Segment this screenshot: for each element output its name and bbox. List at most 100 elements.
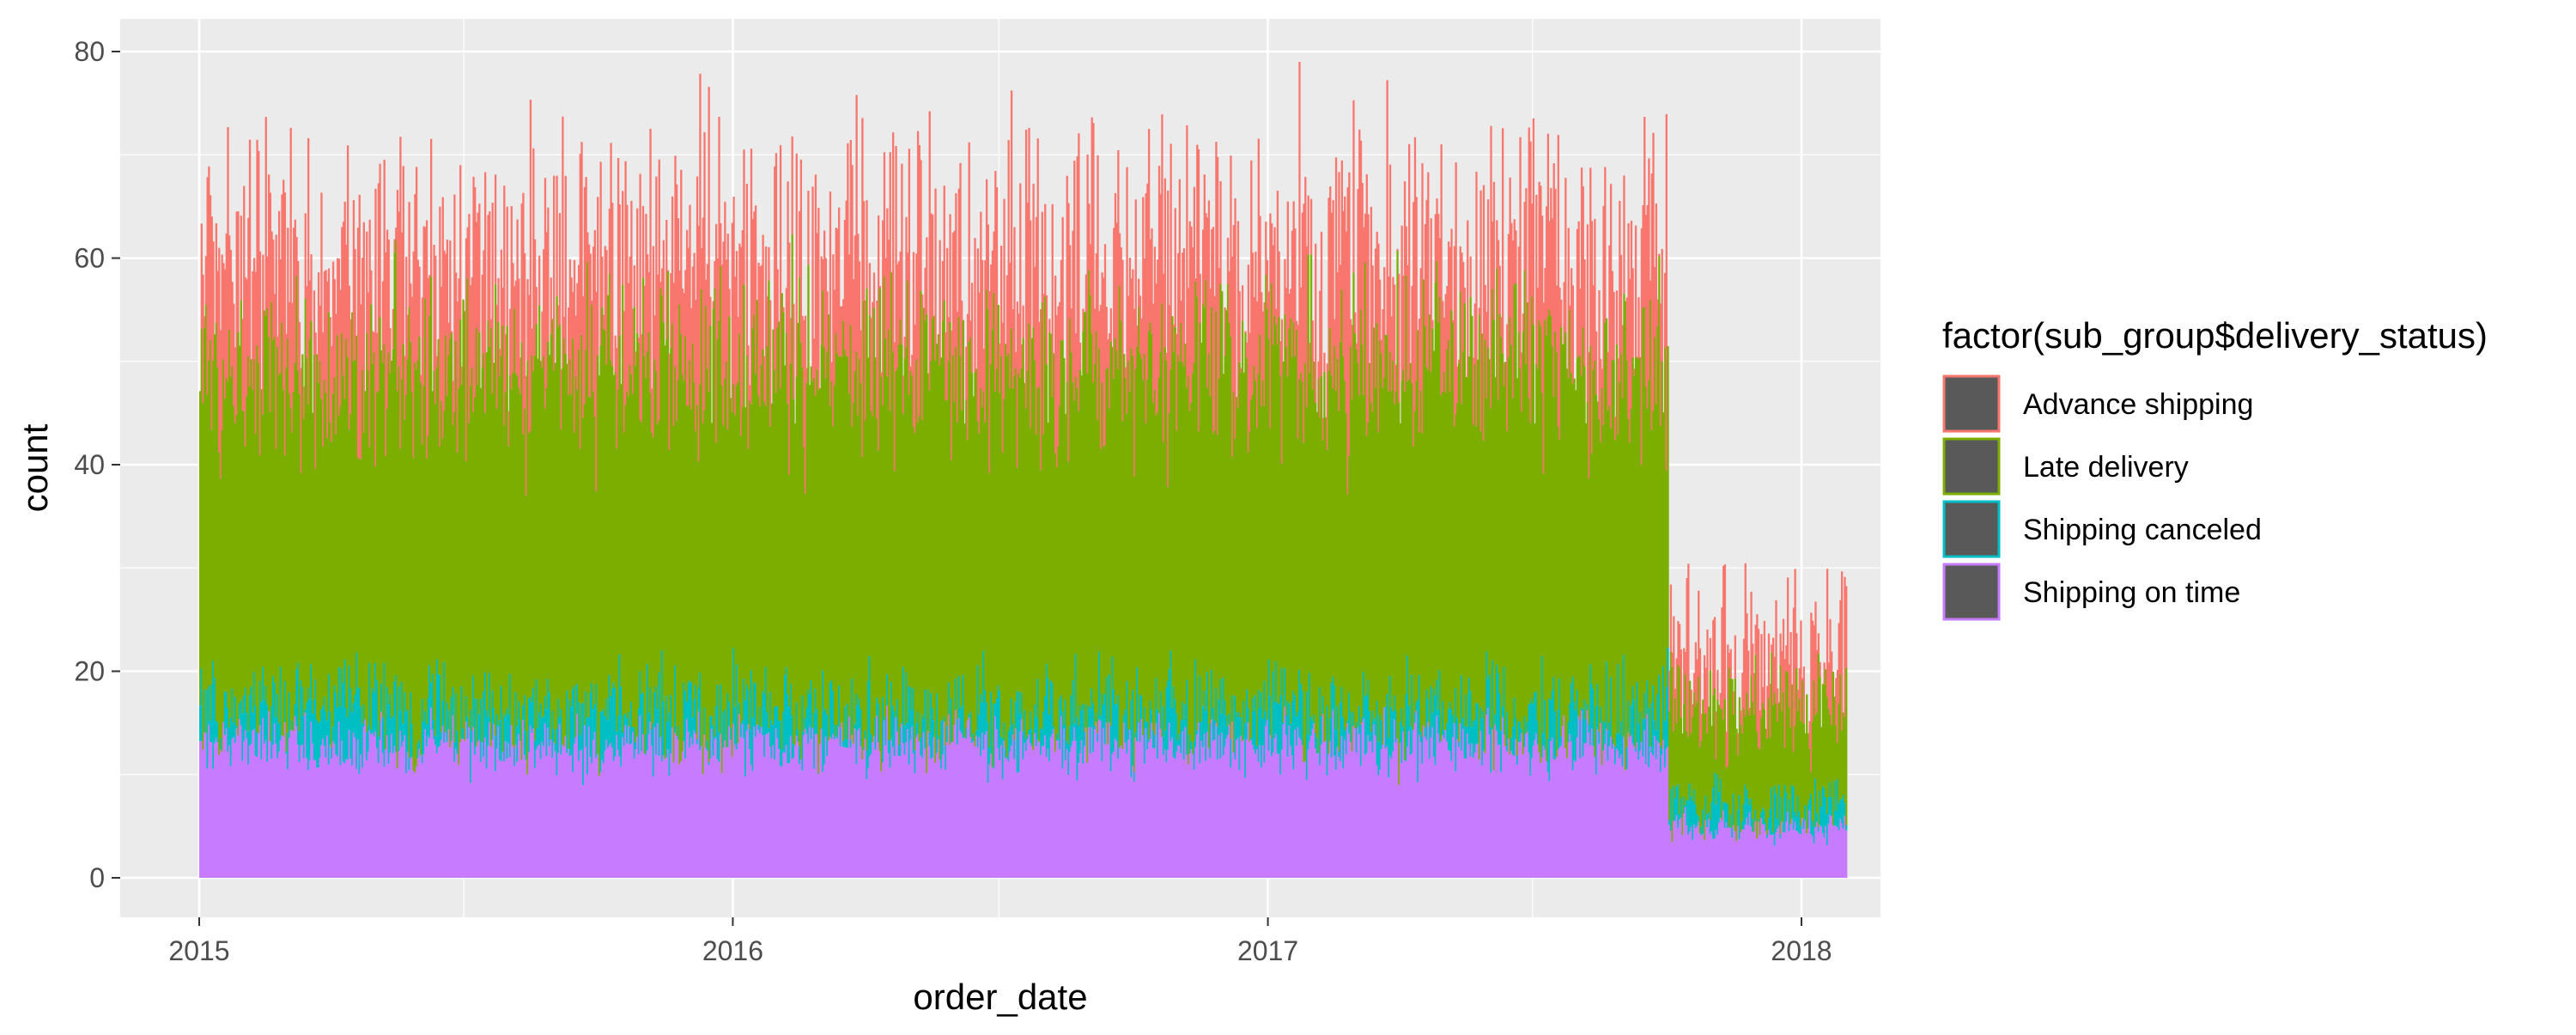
bar-segment <box>507 207 508 326</box>
bar-segment <box>1632 268 1634 357</box>
legend-label: Shipping canceled <box>2023 514 2262 546</box>
bar-segment <box>1079 343 1081 369</box>
bar-segment <box>1635 225 1637 356</box>
bar-segment <box>1564 178 1566 332</box>
legend-key <box>1944 439 1999 494</box>
bar-segment <box>642 206 644 278</box>
bar-segment <box>601 257 603 307</box>
bar-segment <box>1680 649 1682 717</box>
bar-segment <box>1308 196 1309 255</box>
bar-segment <box>1845 831 1847 878</box>
bar-segment <box>1354 313 1356 334</box>
y-tick-label: 40 <box>74 449 105 480</box>
bar-segment <box>663 240 665 323</box>
bar-segment <box>379 164 380 318</box>
bar-segment <box>969 143 970 342</box>
bar-segment <box>1398 274 1400 403</box>
bar-segment <box>370 271 372 305</box>
bar-segment <box>1519 137 1521 368</box>
bar-segment <box>1069 245 1071 319</box>
bar-segment <box>649 129 651 393</box>
y-tick-label: 80 <box>74 36 105 67</box>
bar-segment <box>884 152 885 277</box>
bar-segment <box>746 184 748 356</box>
bar-segment <box>636 209 638 334</box>
bar-segment <box>1616 290 1618 344</box>
bar-segment <box>1583 259 1585 366</box>
bar-segment <box>939 240 940 366</box>
x-tick-label: 2015 <box>168 935 229 966</box>
bar-segment <box>1747 651 1749 710</box>
bar-segment <box>920 160 921 290</box>
bar-segment <box>1310 199 1312 255</box>
bar-segment <box>1244 332 1246 333</box>
bar-segment <box>1470 257 1472 297</box>
bar-segment <box>1467 221 1468 378</box>
x-tick-label: 2017 <box>1237 935 1298 966</box>
bar-segment <box>1595 332 1597 395</box>
bar-segment <box>1042 212 1043 302</box>
bar-segment <box>1658 254 1660 257</box>
bar-segment <box>1515 230 1516 283</box>
x-tick-label: 2018 <box>1771 935 1832 966</box>
bar-segment <box>1613 292 1614 360</box>
legend: factor(sub_group$delivery_status) Advanc… <box>1942 315 2488 619</box>
bar-segment <box>1714 617 1716 688</box>
bar-segment <box>873 272 875 307</box>
bar-segment <box>1048 319 1050 332</box>
bar-segment <box>1493 182 1495 320</box>
bar-segment <box>553 176 555 371</box>
bar-segment <box>547 208 549 342</box>
bar-segment <box>1502 128 1504 353</box>
bar-segment <box>1670 585 1672 652</box>
bar-segment <box>1710 638 1711 671</box>
bar-segment <box>1321 232 1322 376</box>
bar-segment <box>1011 90 1012 328</box>
bar-segment <box>971 283 973 373</box>
bar-segment <box>800 160 802 343</box>
bar-segment <box>762 234 763 349</box>
bar-segment <box>782 307 784 313</box>
bar-segment <box>1604 167 1606 322</box>
bar-segment <box>305 213 307 298</box>
bar-segment <box>622 191 623 284</box>
bar-segment <box>478 204 480 332</box>
bar-segment <box>1408 144 1410 380</box>
bar-segment <box>908 149 910 394</box>
bar-segment <box>1044 204 1046 297</box>
bar-segment <box>1787 577 1789 672</box>
bar-segment <box>1560 300 1562 327</box>
bar-segment <box>1716 670 1718 700</box>
bar-segment <box>497 278 499 322</box>
bar-segment <box>1278 252 1279 318</box>
legend-key <box>1944 376 1999 431</box>
bar-segment <box>817 208 819 390</box>
bar-segment <box>949 214 951 322</box>
y-axis-title: count <box>15 423 55 512</box>
bar-segment <box>565 176 567 354</box>
bar-segment <box>240 216 242 300</box>
bar-segment <box>418 266 420 336</box>
y-tick-label: 20 <box>74 656 105 687</box>
bar-segment <box>1273 228 1275 316</box>
x-tick-label: 2016 <box>702 935 763 966</box>
bar-segment <box>793 304 794 399</box>
bar-segment <box>1175 208 1176 326</box>
bar-segment <box>1219 181 1221 284</box>
bar-segment <box>1803 667 1805 723</box>
x-axis-title: order_date <box>913 977 1087 1017</box>
bar-segment <box>1662 249 1663 362</box>
bar-segment <box>720 223 721 266</box>
bar-segment <box>807 191 809 265</box>
bar-segment <box>1845 586 1847 668</box>
bar-segment <box>1623 175 1625 293</box>
bar-segment <box>1533 119 1534 325</box>
bar-segment <box>1315 244 1316 403</box>
bar-segment <box>538 256 540 306</box>
bar-segment <box>1818 633 1820 654</box>
bar-segment <box>1110 308 1112 341</box>
bar-segment <box>879 286 881 288</box>
bar-segment <box>430 139 432 277</box>
y-tick-label: 0 <box>89 862 105 893</box>
